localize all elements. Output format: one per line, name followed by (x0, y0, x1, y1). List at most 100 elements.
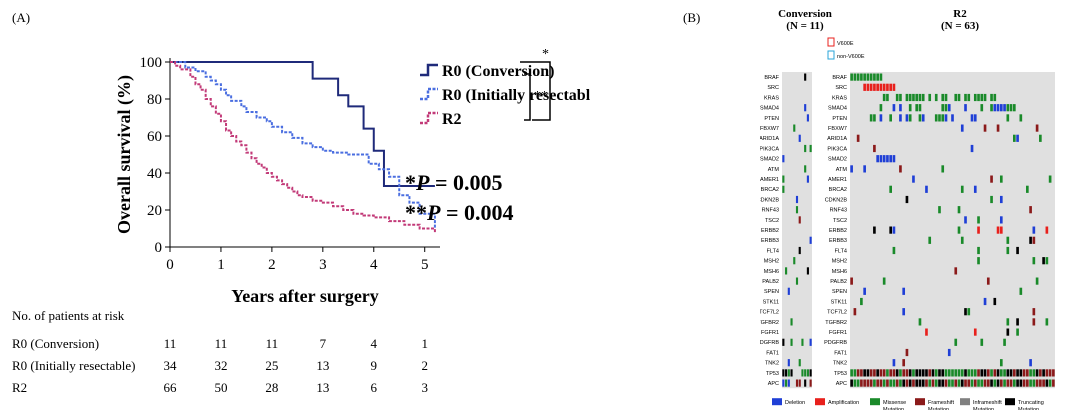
legend-swatch-0 (772, 398, 782, 406)
onco-cell (895, 369, 899, 377)
onco-cell (1032, 257, 1036, 265)
onco-cell (990, 104, 993, 112)
onco-cell (912, 379, 915, 387)
y-tick-label: 40 (147, 166, 162, 182)
onco-cell (944, 93, 948, 102)
onco-cell (1016, 318, 1019, 326)
gene-label-r2: FLT4 (835, 248, 847, 254)
gene-label-r2: KRAS (832, 95, 847, 101)
onco-cell (879, 155, 883, 163)
onco-cell (1006, 104, 1010, 112)
onco-cell (954, 267, 958, 275)
onco-cell (889, 83, 893, 91)
onco-cell (951, 369, 954, 377)
x-tick-label: 3 (319, 257, 327, 273)
onco-cell (892, 246, 896, 255)
onco-cell (785, 369, 788, 377)
onco-cell (973, 93, 977, 102)
onco-cell (915, 369, 919, 377)
legend-text-4: Mutation (973, 407, 994, 410)
onco-cell (934, 379, 938, 387)
onco-cell (1052, 379, 1055, 387)
onco-cell (1029, 379, 1032, 387)
gene-label-conversion: FLT4 (767, 248, 779, 254)
gene-label-conversion: SPEN (764, 289, 779, 295)
onco-cell (798, 379, 801, 387)
onco-cell (1006, 246, 1010, 255)
onco-cell (983, 93, 987, 102)
onco-cell (850, 277, 853, 285)
onco-cell (1016, 328, 1019, 336)
risk-cell: 32 (214, 358, 228, 373)
onco-cell (912, 175, 915, 183)
onco-cell (1012, 134, 1016, 142)
gene-label-r2: RNF43 (830, 208, 847, 214)
onco-cell (806, 267, 809, 275)
legend-item-2: R2 (420, 111, 462, 128)
onco-cell (1022, 379, 1026, 387)
onco-cell (1026, 369, 1029, 377)
onco-cell (918, 93, 922, 102)
onco-cell (1026, 185, 1029, 193)
onco-cell (993, 93, 997, 102)
onco-cell (941, 165, 945, 173)
onco-cell (999, 379, 1003, 387)
onco-cell (999, 104, 1003, 112)
gene-label-r2: SMAD4 (828, 106, 847, 112)
onco-cell (876, 155, 879, 163)
onco-cell (1045, 257, 1049, 265)
onco-cell (951, 114, 954, 122)
onco-cell (873, 144, 876, 153)
onco-cell (970, 379, 974, 387)
onco-cell (809, 379, 812, 387)
onco-cell (938, 206, 941, 214)
onco-cell (787, 287, 790, 295)
risk-table-title: No. of patients at risk (12, 308, 125, 323)
onco-cell (980, 104, 984, 112)
x-tick-label: 4 (370, 257, 378, 273)
onco-cell (925, 379, 928, 387)
onco-cell (908, 93, 912, 102)
onco-cell (782, 155, 785, 163)
onco-cell (1035, 379, 1039, 387)
onco-cell (908, 114, 912, 122)
onco-cell (798, 246, 801, 255)
onco-cell (944, 104, 948, 112)
onco-cell (977, 257, 980, 265)
bracket-double (524, 73, 531, 121)
onco-cell (1026, 379, 1029, 387)
gene-label-conversion: APC (768, 381, 779, 387)
onco-cell (889, 185, 893, 193)
onco-cell (1032, 236, 1036, 244)
onco-cell (928, 369, 932, 377)
onco-cell (889, 226, 893, 234)
onco-cell (1003, 369, 1006, 377)
onco-cell (931, 379, 935, 387)
km-curve-2 (170, 61, 436, 233)
conversion-grid (782, 72, 812, 389)
conversion-n: (N = 11) (786, 20, 824, 32)
onco-cell (860, 297, 863, 306)
onco-cell (905, 379, 909, 387)
onco-cell (853, 73, 857, 81)
gene-label-conversion: PDGFRB (760, 340, 779, 346)
onco-cell (860, 73, 863, 81)
onco-cell (882, 369, 886, 377)
onco-cell (856, 134, 860, 142)
risk-row-label: R0 (Conversion) (12, 336, 100, 351)
onco-cell (863, 73, 866, 81)
gene-label-r2: PALB2 (830, 279, 847, 285)
onco-cell (960, 124, 964, 132)
onco-cell (1039, 379, 1042, 387)
gene-label-r2: FGFR1 (829, 330, 847, 336)
onco-cell (790, 338, 793, 346)
onco-cell (795, 379, 799, 387)
onco-cell (928, 236, 932, 244)
y-axis-title: Overall survival (%) (114, 75, 135, 234)
legend-symbol-1 (420, 87, 438, 101)
gene-label-conversion: PIK3CA (760, 146, 779, 152)
onco-cell (999, 195, 1003, 204)
onco-cell (947, 369, 951, 377)
onco-cell (882, 277, 886, 285)
onco-cell (798, 216, 801, 224)
